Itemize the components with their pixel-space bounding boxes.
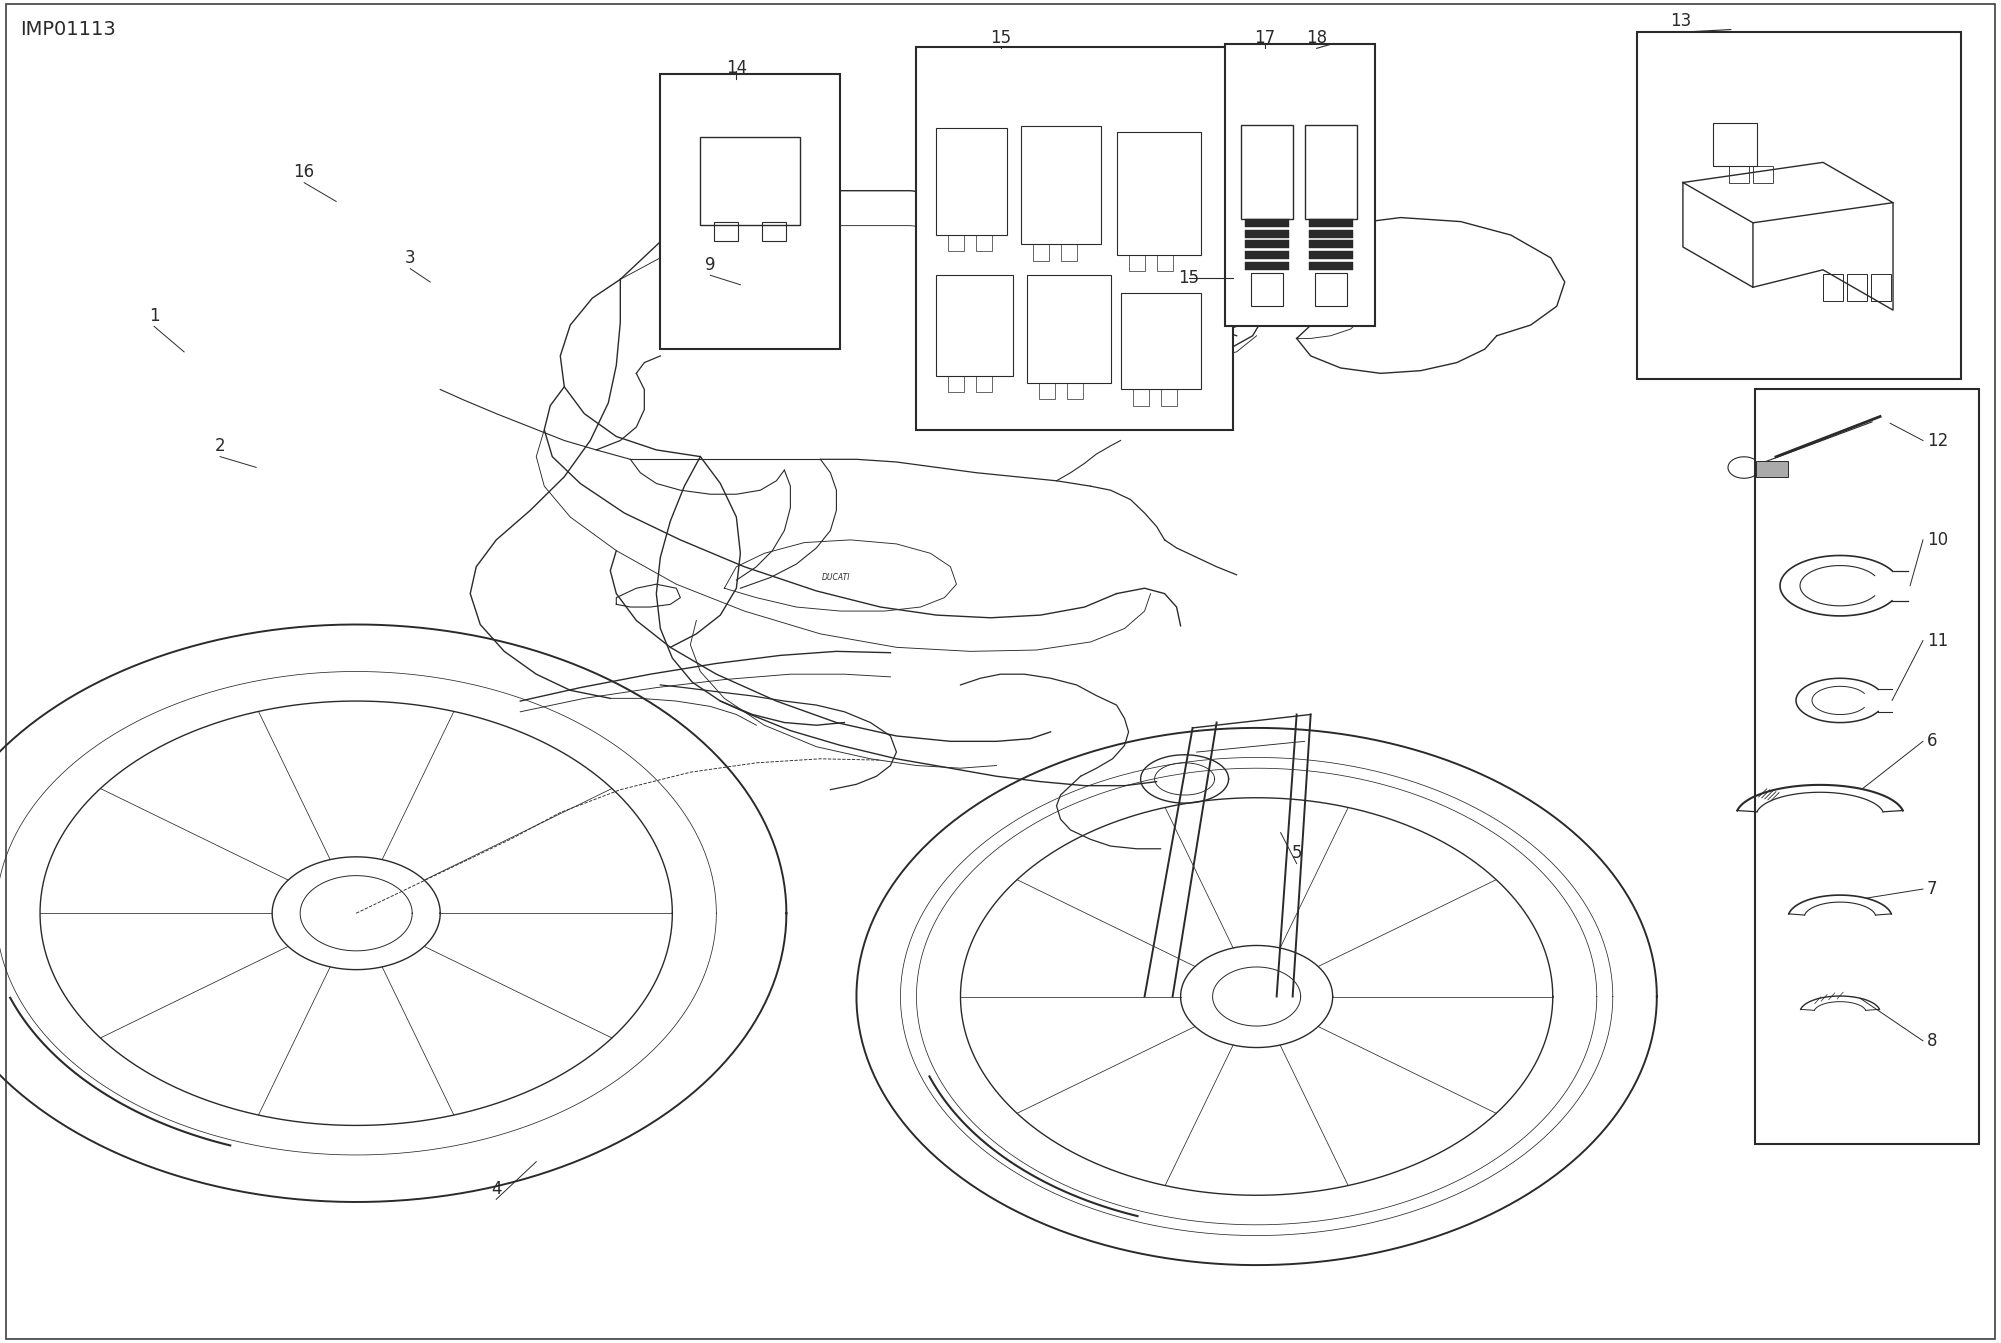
Bar	[1823, 274, 1843, 301]
Bar	[1021, 126, 1101, 244]
Bar	[1847, 274, 1867, 301]
Bar	[1315, 273, 1347, 306]
Bar	[1309, 240, 1353, 248]
Text: 15: 15	[1179, 269, 1199, 287]
Bar	[916, 47, 1233, 430]
Text: 9: 9	[704, 255, 716, 274]
Bar	[936, 275, 1013, 376]
Bar	[1129, 255, 1145, 271]
Bar	[1251, 273, 1283, 306]
Text: 4: 4	[490, 1179, 502, 1198]
Bar	[700, 137, 800, 224]
Bar	[1117, 132, 1201, 255]
Bar	[1245, 230, 1289, 238]
Text: 18: 18	[1307, 28, 1327, 47]
Bar	[948, 376, 964, 392]
Bar	[1245, 251, 1289, 259]
Bar	[1245, 240, 1289, 248]
Bar	[1729, 167, 1749, 183]
Text: 6: 6	[1927, 732, 1937, 751]
Bar	[1871, 274, 1891, 301]
Text: 11: 11	[1927, 631, 1949, 650]
Bar	[1161, 389, 1177, 406]
Bar	[1027, 275, 1111, 383]
Bar	[1245, 219, 1289, 227]
Text: 2: 2	[214, 436, 226, 455]
Text: 3: 3	[404, 248, 416, 267]
Bar	[1033, 244, 1049, 261]
Bar	[1067, 383, 1083, 399]
Bar	[1637, 32, 1961, 379]
Text: 1: 1	[148, 306, 160, 325]
Bar	[1241, 125, 1293, 219]
Text: DUCATI: DUCATI	[822, 573, 850, 582]
Bar	[762, 222, 786, 240]
Text: 15: 15	[990, 28, 1011, 47]
Bar	[1757, 461, 1789, 477]
Text: 7: 7	[1927, 880, 1937, 898]
Bar	[976, 235, 992, 251]
Bar	[1039, 383, 1055, 399]
Bar	[948, 235, 964, 251]
Bar	[1225, 44, 1375, 326]
Bar	[1309, 251, 1353, 259]
Bar	[1713, 124, 1757, 167]
Text: 17: 17	[1255, 28, 1275, 47]
Bar	[714, 222, 738, 240]
Text: 5: 5	[1291, 843, 1303, 862]
Bar	[936, 128, 1007, 235]
Text: 12: 12	[1927, 431, 1949, 450]
Bar	[976, 376, 992, 392]
Bar	[1309, 230, 1353, 238]
Bar	[660, 74, 840, 349]
Text: 16: 16	[294, 163, 314, 181]
Bar	[1305, 125, 1357, 219]
Bar	[1061, 244, 1077, 261]
Text: 8: 8	[1927, 1031, 1937, 1050]
Text: 13: 13	[1671, 12, 1691, 31]
Bar	[1309, 262, 1353, 270]
Bar	[1755, 389, 1979, 1144]
Text: 14: 14	[726, 59, 746, 78]
Text: 10: 10	[1927, 530, 1949, 549]
Bar	[1133, 389, 1149, 406]
Bar	[1245, 262, 1289, 270]
Bar	[1157, 255, 1173, 271]
Bar	[1121, 293, 1201, 389]
Text: IMP01113: IMP01113	[20, 20, 116, 39]
Bar	[1309, 219, 1353, 227]
Bar	[1753, 167, 1773, 183]
